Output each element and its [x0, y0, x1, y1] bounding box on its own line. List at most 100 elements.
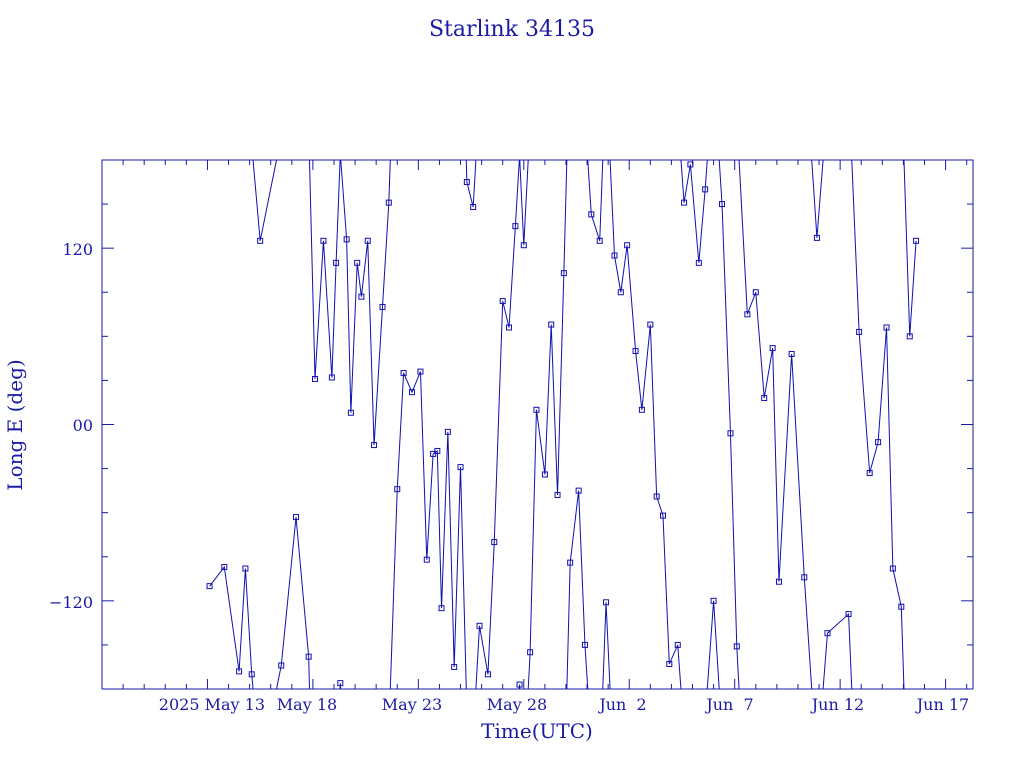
series-line: [209, 160, 917, 689]
chart-title: Starlink 34135: [429, 17, 595, 42]
data-point: [761, 395, 768, 402]
data-point: [484, 671, 491, 678]
data-point: [385, 199, 392, 206]
data-point: [248, 671, 255, 678]
data-point: [813, 234, 820, 241]
data-point: [305, 653, 312, 660]
data-point: [727, 430, 734, 437]
data-point: [379, 303, 386, 310]
data-point: [236, 668, 243, 675]
data-point: [638, 406, 645, 413]
data-point: [744, 311, 751, 318]
data-point: [476, 622, 483, 629]
x-axis-label: Time(UTC): [481, 719, 593, 743]
data-point: [906, 333, 913, 340]
data-point: [354, 259, 361, 266]
data-point: [775, 578, 782, 585]
data-point: [333, 259, 340, 266]
x-tick-label: Jun 7: [704, 695, 753, 714]
data-point: [659, 512, 666, 519]
data-point: [506, 324, 513, 331]
y-axis-label: Long E (deg): [3, 359, 27, 490]
data-point: [889, 565, 896, 572]
data-point: [624, 242, 631, 249]
plot-frame: [101, 159, 974, 690]
data-point: [913, 237, 920, 244]
data-point: [575, 487, 582, 494]
data-point: [617, 289, 624, 296]
data-point: [752, 289, 759, 296]
x-tick-labels: 2025 May 13 May 18 May 23 May 28 Jun 2 J…: [159, 695, 969, 714]
y-tick-labels: 120 00 −120: [49, 240, 93, 612]
data-point: [801, 574, 808, 581]
data-point: [866, 469, 873, 476]
data-point: [457, 464, 464, 471]
data-point: [611, 252, 618, 259]
data-point: [409, 389, 416, 396]
data-point: [733, 643, 740, 650]
data-point: [788, 350, 795, 357]
x-tick-label: 2025 May 13: [159, 695, 265, 714]
y-minor-ticks: [102, 159, 973, 690]
data-point: [347, 409, 354, 416]
data-point: [358, 293, 365, 300]
data-point: [499, 298, 506, 305]
data-point: [769, 345, 776, 352]
x-tick-label: Jun 12: [810, 695, 864, 714]
data-point: [312, 375, 319, 382]
data-point: [603, 599, 610, 606]
data-point: [343, 236, 350, 243]
data-point: [554, 492, 561, 499]
y-tick-label: 120: [62, 240, 93, 259]
data-point: [242, 565, 249, 572]
data-point: [548, 321, 555, 328]
y-tick-label: 00: [73, 416, 93, 435]
data-point: [512, 223, 519, 230]
data-point: [541, 471, 548, 478]
data-point: [653, 493, 660, 500]
data-point: [438, 605, 445, 612]
series-layer: [206, 160, 920, 689]
data-point: [588, 211, 595, 218]
data-point: [371, 442, 378, 449]
data-point: [875, 439, 882, 446]
data-point: [856, 328, 863, 335]
data-point: [520, 242, 527, 249]
data-point: [527, 649, 534, 656]
data-point: [666, 661, 673, 668]
data-point: [845, 611, 852, 618]
data-point: [560, 270, 567, 277]
data-point: [702, 186, 709, 193]
x-tick-label: May 23: [382, 695, 442, 714]
data-point: [674, 641, 681, 648]
data-point: [533, 406, 540, 413]
data-point: [567, 559, 574, 566]
data-point: [687, 161, 694, 168]
x-tick-label: Jun 17: [915, 695, 969, 714]
data-point: [581, 641, 588, 648]
data-point: [491, 539, 498, 546]
data-point: [710, 597, 717, 604]
data-point: [293, 514, 300, 521]
data-point: [257, 237, 264, 244]
data-point: [434, 447, 441, 454]
data-point: [417, 368, 424, 375]
data-point: [719, 201, 726, 208]
x-tick-label: May 28: [487, 695, 547, 714]
data-point: [470, 204, 477, 211]
data-point: [695, 259, 702, 266]
data-point: [278, 662, 285, 669]
data-point: [423, 556, 430, 563]
x-tick-label: May 18: [277, 695, 337, 714]
data-point: [320, 237, 327, 244]
data-point: [516, 681, 523, 688]
data-point: [596, 237, 603, 244]
data-point: [451, 663, 458, 670]
y-tick-label: −120: [49, 593, 93, 612]
data-point: [463, 179, 470, 186]
x-tick-label: Jun 2: [597, 695, 646, 714]
data-point: [206, 583, 213, 590]
data-point: [632, 348, 639, 355]
data-point: [898, 603, 905, 610]
